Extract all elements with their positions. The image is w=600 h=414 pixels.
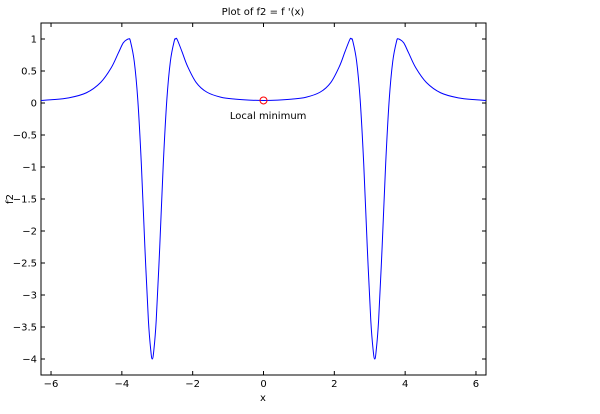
annotation-text: Local minimum: [230, 111, 307, 122]
y-tick-label: −0.5: [13, 131, 37, 142]
y-tick-label: −1.5: [13, 195, 37, 206]
x-axis-ticks: −6 −4 −2 0 2 4 6: [44, 23, 479, 390]
x-tick-label: −6: [44, 379, 59, 390]
y-tick-label: −1: [22, 163, 37, 174]
plot-area: [40, 22, 487, 376]
x-tick-label: 4: [402, 379, 408, 390]
y-tick-label: −2.5: [13, 259, 37, 270]
y-tick-label: 1: [31, 35, 37, 46]
axes-box: [40, 22, 487, 376]
annotation-layer: Local minimum: [230, 111, 307, 122]
y-axis-ticks: 1 0.5 0 −0.5 −1 −1.5 −2 −2.5 −3 −3.5 −4: [13, 35, 486, 366]
chart-title: Plot of f2 = f '(x): [222, 7, 305, 18]
series-layer: [40, 37, 487, 360]
y-tick-label: −3: [22, 291, 37, 302]
y-tick-label: −4: [22, 355, 37, 366]
x-tick-label: −4: [114, 379, 129, 390]
y-axis-label: f2: [5, 194, 16, 204]
x-tick-label: 6: [473, 379, 479, 390]
y-tick-label: −3.5: [13, 323, 37, 334]
series-line: [40, 37, 487, 360]
y-tick-label: 0: [31, 99, 37, 110]
marker-layer: [259, 96, 268, 105]
y-tick-label: −2: [22, 227, 37, 238]
y-tick-label: 0.5: [21, 67, 37, 78]
x-axis-label: x: [260, 393, 266, 404]
x-tick-label: 2: [331, 379, 337, 390]
x-tick-label: −2: [185, 379, 200, 390]
x-tick-label: 0: [260, 379, 266, 390]
local-minimum-marker: [259, 96, 268, 105]
